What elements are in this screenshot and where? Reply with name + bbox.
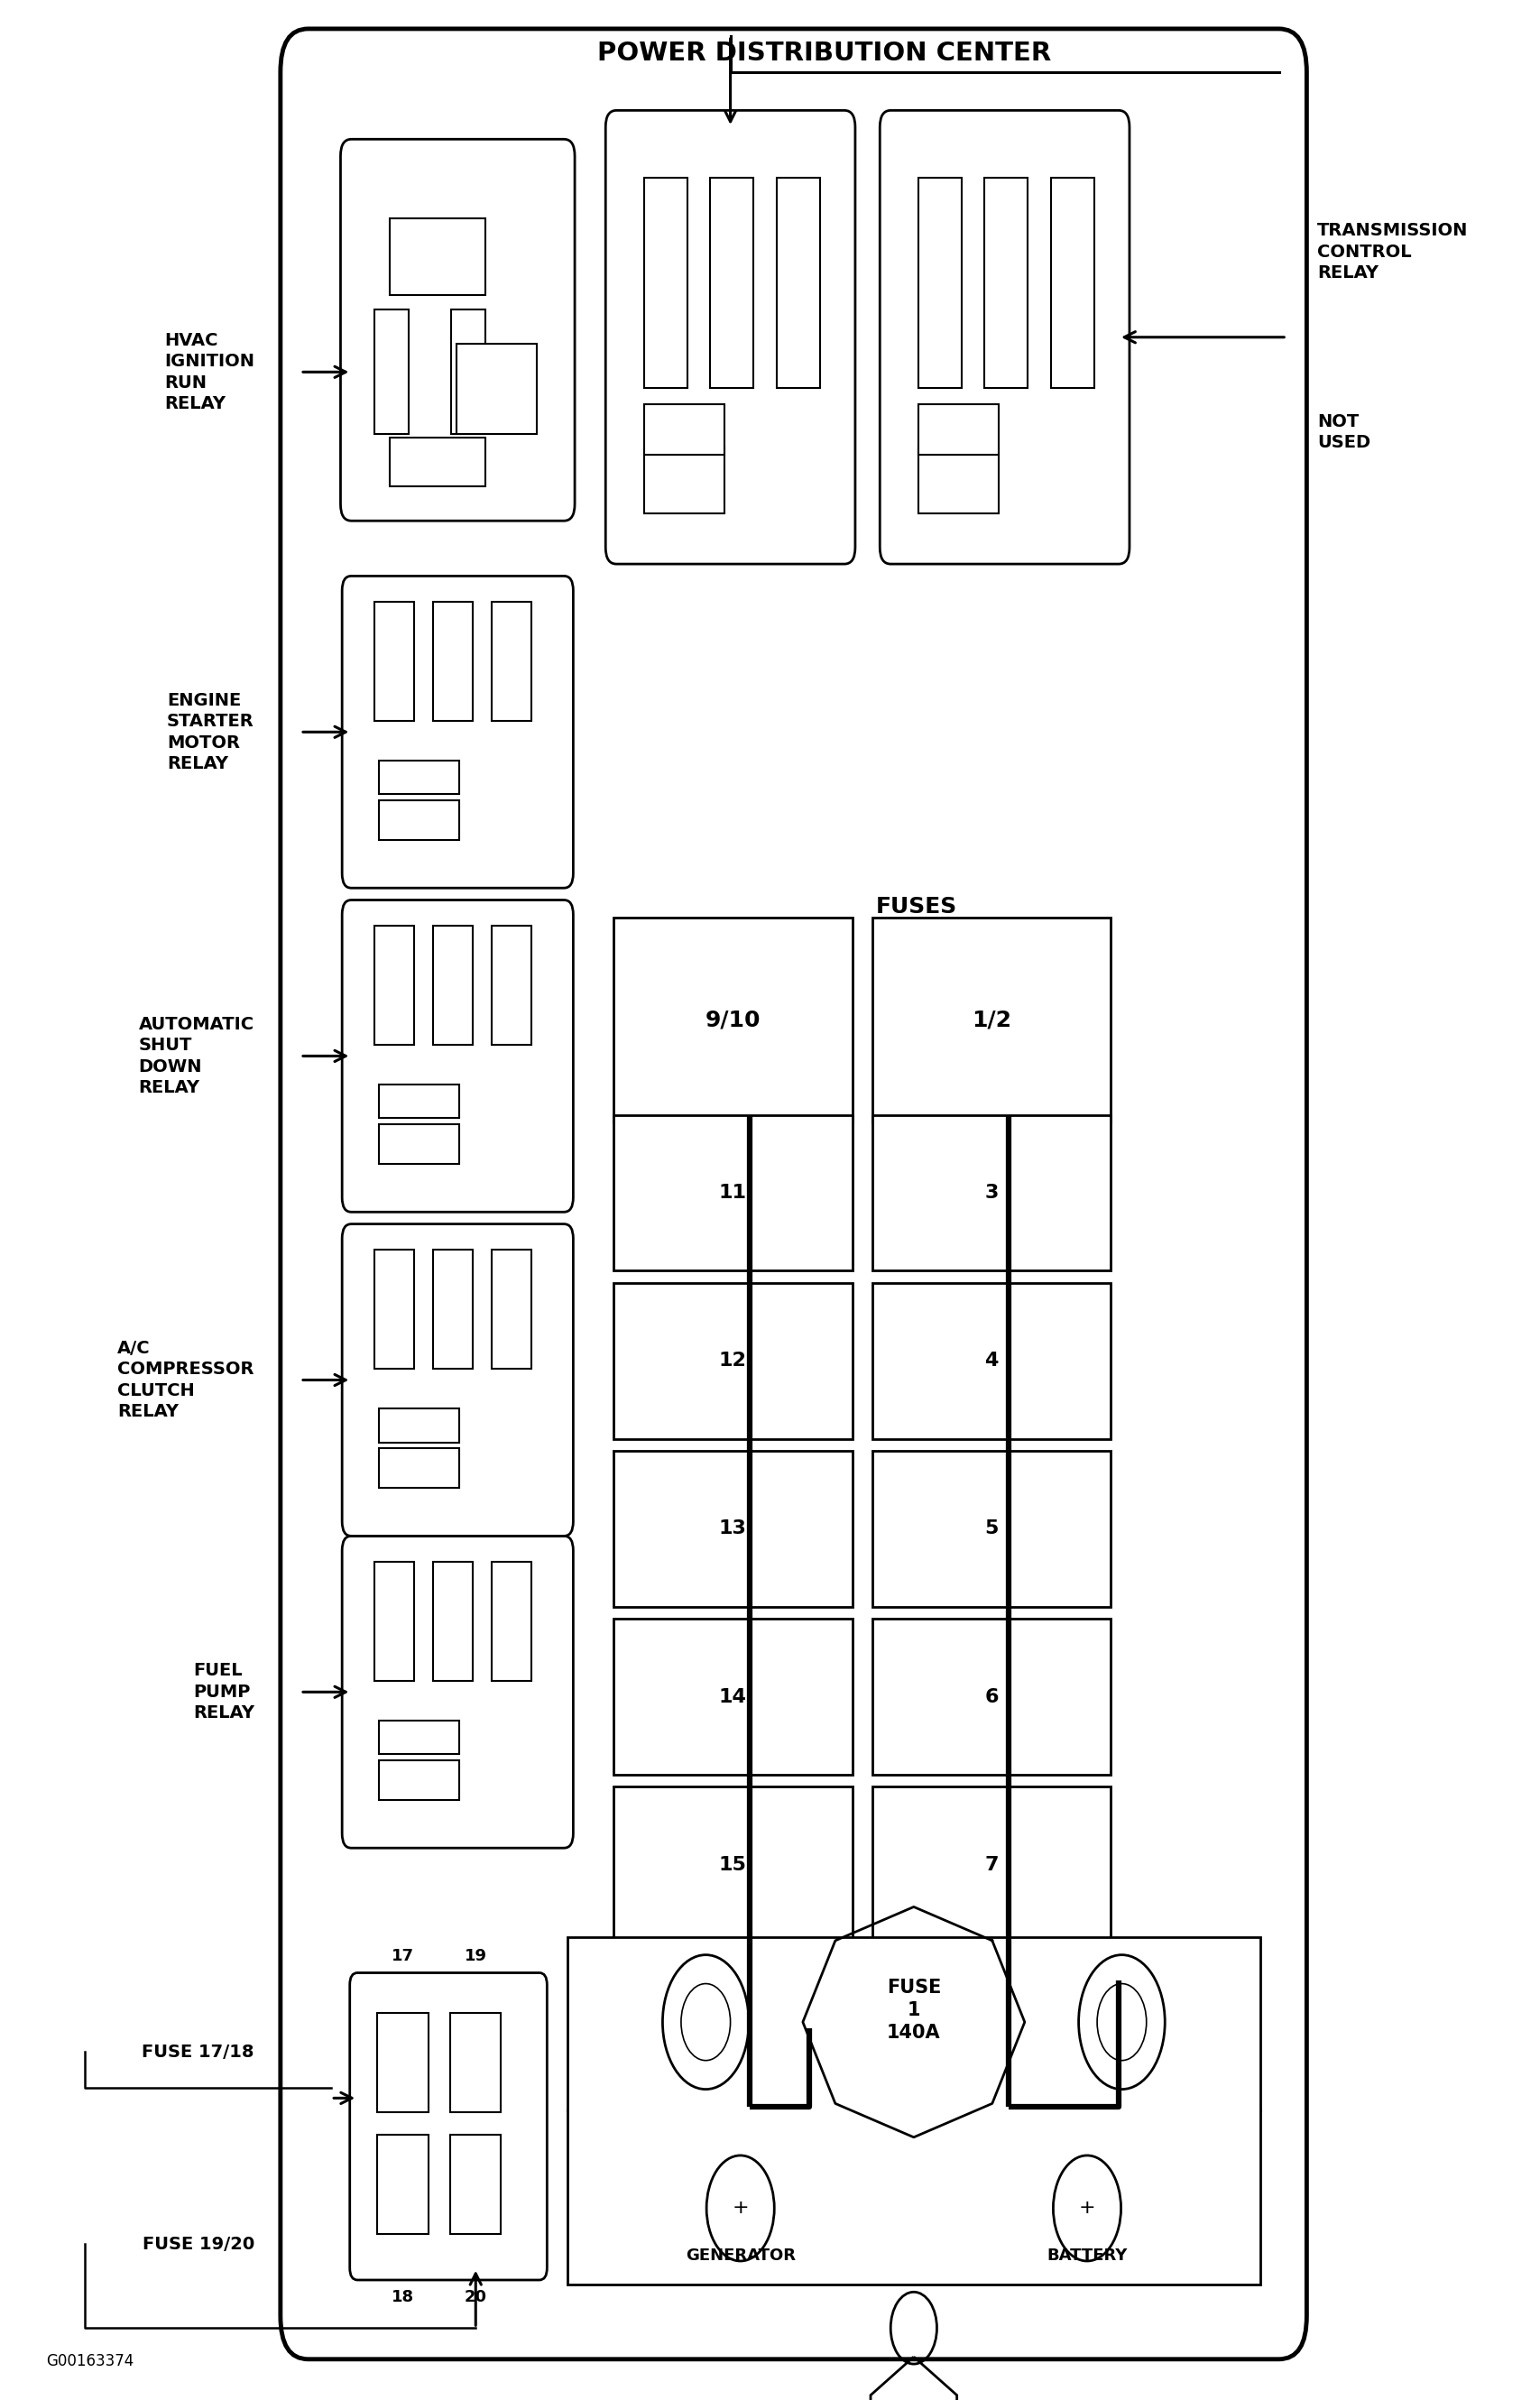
- Bar: [433, 926, 473, 1044]
- Text: +: +: [732, 2198, 748, 2218]
- Bar: [379, 1123, 459, 1164]
- Bar: [491, 1562, 531, 1680]
- Bar: [374, 926, 414, 1044]
- Text: 18: 18: [391, 2290, 414, 2304]
- Bar: [567, 1937, 1260, 2285]
- Bar: [613, 919, 852, 1123]
- Bar: [451, 310, 485, 434]
- Bar: [918, 403, 998, 456]
- Bar: [872, 1114, 1110, 1272]
- Bar: [872, 1450, 1110, 1608]
- Bar: [377, 2014, 428, 2112]
- Text: POWER DISTRIBUTION CENTER: POWER DISTRIBUTION CENTER: [598, 41, 1050, 65]
- Text: 20: 20: [464, 2290, 487, 2304]
- Bar: [379, 761, 459, 794]
- Bar: [1050, 178, 1093, 386]
- Bar: [918, 178, 961, 386]
- Bar: [390, 437, 485, 487]
- Bar: [456, 343, 536, 434]
- Text: 16: 16: [718, 2023, 747, 2042]
- Bar: [450, 2014, 500, 2112]
- Bar: [613, 1284, 852, 1440]
- Bar: [433, 1562, 473, 1680]
- Text: 1/2: 1/2: [972, 1008, 1010, 1032]
- Bar: [374, 310, 408, 434]
- Text: 6: 6: [984, 1687, 998, 1706]
- Text: 3: 3: [984, 1183, 998, 1202]
- Bar: [644, 403, 724, 456]
- Bar: [491, 1250, 531, 1368]
- Bar: [872, 919, 1110, 1123]
- Bar: [613, 1954, 852, 2112]
- Text: FUSE 17/18: FUSE 17/18: [142, 2042, 254, 2062]
- Text: TRANSMISSION
CONTROL
RELAY: TRANSMISSION CONTROL RELAY: [1317, 223, 1468, 281]
- Bar: [433, 602, 473, 720]
- Text: 13: 13: [718, 1519, 747, 1538]
- Bar: [433, 1250, 473, 1368]
- Text: BATTERY: BATTERY: [1046, 2249, 1127, 2263]
- Text: 9/10: 9/10: [704, 1008, 761, 1032]
- Text: FUSE 19/20: FUSE 19/20: [142, 2234, 254, 2254]
- Text: FUEL
PUMP
RELAY: FUEL PUMP RELAY: [192, 1663, 254, 1721]
- Text: ENGINE
STARTER
MOTOR
RELAY: ENGINE STARTER MOTOR RELAY: [166, 691, 254, 773]
- Bar: [374, 602, 414, 720]
- Bar: [872, 1954, 1110, 2112]
- Text: NOT
USED: NOT USED: [1317, 413, 1371, 451]
- Bar: [377, 2136, 428, 2234]
- Bar: [450, 2136, 500, 2234]
- Text: 15: 15: [718, 1855, 747, 1874]
- Text: AUTOMATIC
SHUT
DOWN
RELAY: AUTOMATIC SHUT DOWN RELAY: [139, 1015, 254, 1097]
- Bar: [379, 799, 459, 840]
- Bar: [613, 1786, 852, 1944]
- Bar: [872, 1284, 1110, 1440]
- Bar: [491, 602, 531, 720]
- Bar: [379, 1409, 459, 1442]
- Bar: [710, 178, 753, 386]
- Text: FUSE
1
140A: FUSE 1 140A: [886, 1978, 941, 2042]
- Text: FUSES: FUSES: [876, 895, 956, 919]
- Bar: [379, 1085, 459, 1118]
- Text: +: +: [1078, 2198, 1095, 2218]
- Text: 17: 17: [391, 1949, 414, 1963]
- Text: 12: 12: [718, 1351, 747, 1370]
- Text: 4: 4: [984, 1351, 998, 1370]
- Text: 7: 7: [984, 1855, 998, 1874]
- Bar: [379, 1447, 459, 1488]
- Text: GENERATOR: GENERATOR: [685, 2249, 795, 2263]
- Bar: [491, 926, 531, 1044]
- Bar: [379, 1721, 459, 1754]
- Bar: [374, 1250, 414, 1368]
- Text: 8: 8: [984, 2023, 998, 2042]
- Bar: [776, 178, 819, 386]
- Text: A/C
COMPRESSOR
CLUTCH
RELAY: A/C COMPRESSOR CLUTCH RELAY: [117, 1339, 254, 1421]
- Bar: [872, 1786, 1110, 1944]
- Text: 5: 5: [984, 1519, 998, 1538]
- Text: 11: 11: [718, 1183, 747, 1202]
- Bar: [984, 178, 1027, 386]
- Bar: [374, 1562, 414, 1680]
- Bar: [918, 446, 998, 514]
- Text: 19: 19: [464, 1949, 487, 1963]
- Bar: [613, 1450, 852, 1608]
- Bar: [613, 1620, 852, 1776]
- Text: HVAC
IGNITION
RUN
RELAY: HVAC IGNITION RUN RELAY: [163, 331, 254, 413]
- Text: G00163374: G00163374: [46, 2354, 134, 2369]
- Bar: [872, 1620, 1110, 1776]
- Bar: [613, 1114, 852, 1272]
- Bar: [644, 178, 687, 386]
- Text: 14: 14: [718, 1687, 747, 1706]
- Bar: [644, 446, 724, 514]
- Bar: [379, 1759, 459, 1800]
- Bar: [390, 218, 485, 295]
